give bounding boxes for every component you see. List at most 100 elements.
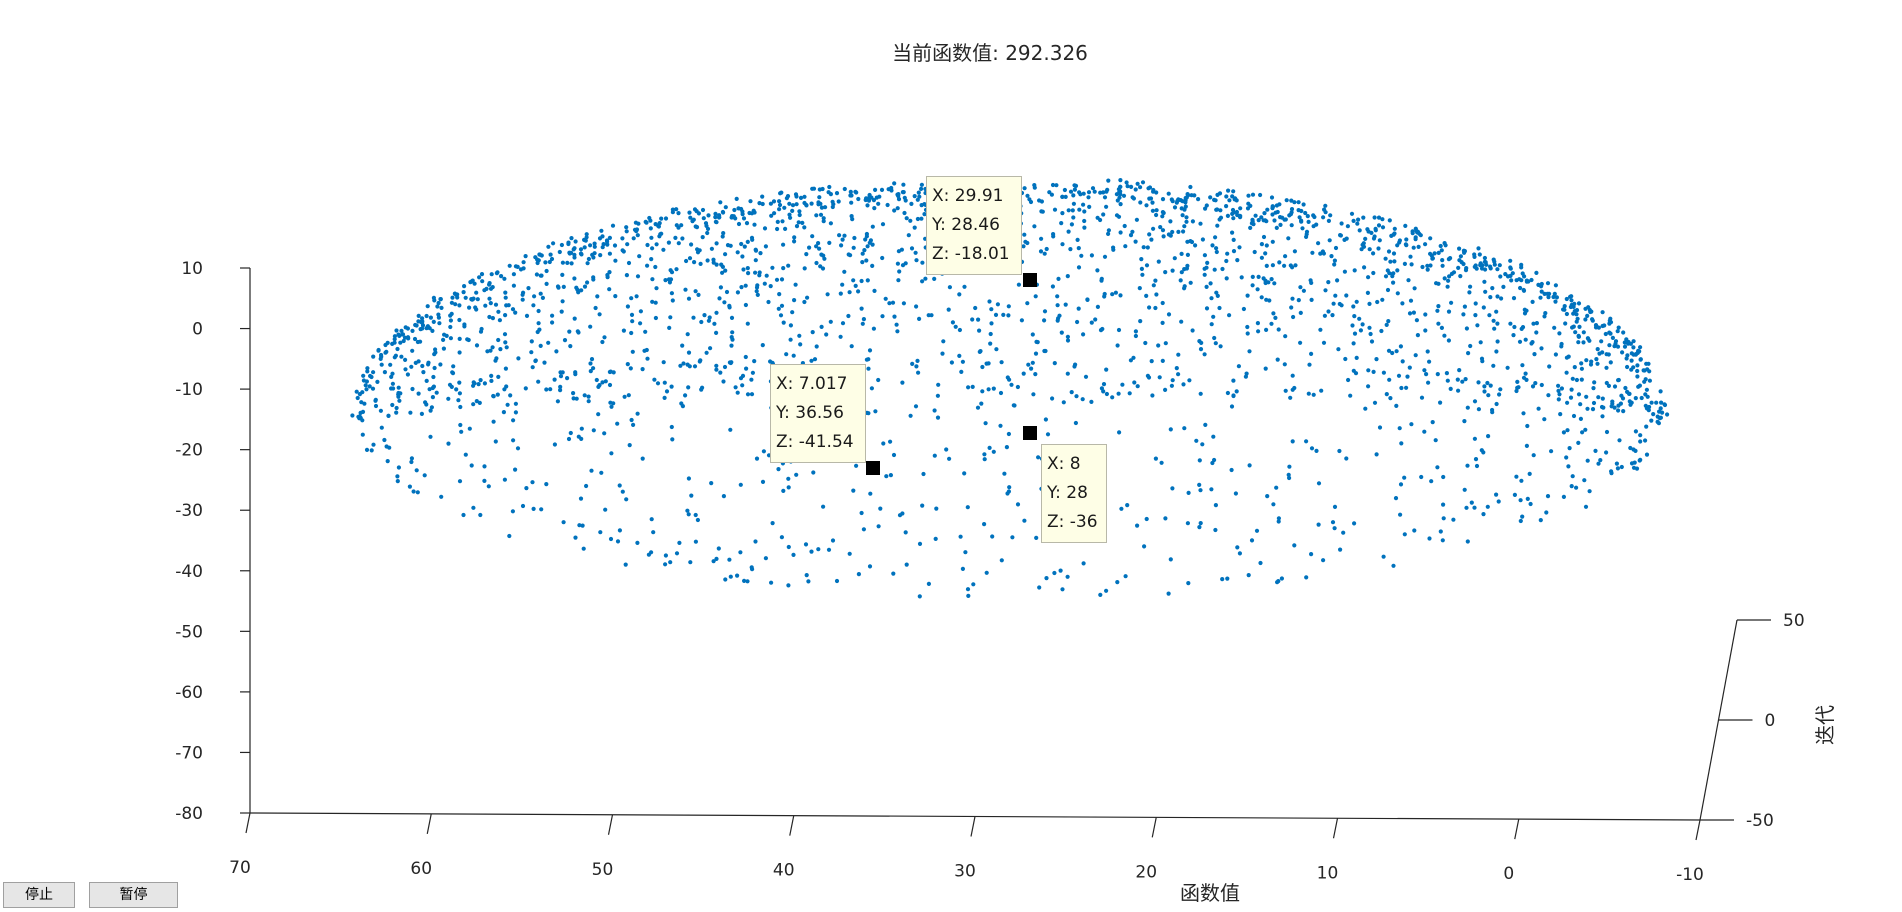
scatter-point bbox=[778, 191, 783, 196]
scatter-point bbox=[777, 199, 782, 204]
scatter-point bbox=[1508, 321, 1513, 326]
scatter-point bbox=[1289, 305, 1294, 310]
scatter-point bbox=[1269, 195, 1275, 200]
scatter-point bbox=[513, 401, 519, 406]
scatter-point bbox=[1114, 213, 1120, 218]
scatter-point bbox=[649, 550, 654, 555]
scatter-point bbox=[456, 398, 461, 403]
scatter-point bbox=[1220, 577, 1225, 582]
datatip-3[interactable]: X: 8 Y: 28 Z: -36 bbox=[1041, 444, 1107, 543]
scatter-point bbox=[625, 304, 631, 309]
scatter-point bbox=[1490, 407, 1495, 413]
scatter-point bbox=[502, 477, 507, 482]
scatter-point bbox=[1224, 258, 1229, 264]
scatter-point bbox=[794, 202, 799, 207]
scatter-point bbox=[1440, 258, 1445, 263]
scatter-point bbox=[462, 284, 467, 289]
scatter-point bbox=[573, 370, 578, 375]
scatter-point bbox=[1482, 384, 1487, 389]
scatter-point bbox=[1250, 217, 1255, 222]
scatter-point bbox=[936, 382, 941, 387]
scatter-point bbox=[1408, 298, 1414, 303]
scatter-point bbox=[1292, 385, 1297, 391]
scatter-point bbox=[1077, 207, 1082, 212]
scatter-point bbox=[1608, 360, 1613, 365]
scatter-point bbox=[1212, 335, 1217, 341]
scatter-point bbox=[1290, 265, 1295, 270]
scatter-point bbox=[390, 381, 395, 386]
scatter-point bbox=[1497, 392, 1502, 397]
datatip-marker-1[interactable] bbox=[1023, 273, 1037, 287]
scatter-point bbox=[901, 301, 907, 306]
scatter-point bbox=[1210, 460, 1215, 466]
datatip-3-z: Z: -36 bbox=[1047, 512, 1098, 532]
scatter-point bbox=[716, 546, 721, 551]
scatter-point bbox=[1054, 183, 1059, 188]
scatter-point bbox=[589, 468, 594, 473]
scatter-point bbox=[360, 409, 366, 414]
scatter-point bbox=[394, 328, 399, 333]
scatter-point bbox=[414, 468, 419, 473]
scatter-point bbox=[1141, 245, 1146, 250]
scatter-point bbox=[1198, 391, 1203, 396]
scatter-point bbox=[531, 303, 536, 308]
scatter-point bbox=[1188, 280, 1193, 285]
scatter-point bbox=[513, 410, 519, 415]
scatter-point bbox=[1642, 379, 1647, 384]
scatter-point bbox=[1174, 366, 1179, 371]
scatter-point bbox=[917, 316, 922, 321]
scatter-point bbox=[1070, 208, 1075, 213]
scatter-point bbox=[1558, 412, 1563, 417]
scatter-point bbox=[1133, 239, 1138, 244]
scatter-point bbox=[1578, 416, 1583, 421]
scatter-point bbox=[1138, 200, 1143, 205]
scatter-point bbox=[1287, 464, 1292, 469]
scatter-point bbox=[662, 395, 667, 400]
scatter-point bbox=[1345, 224, 1350, 229]
scatter-point bbox=[962, 284, 967, 289]
pause-button[interactable]: 暂停 bbox=[89, 882, 178, 908]
scatter-point bbox=[676, 241, 681, 246]
scatter-point bbox=[1343, 356, 1348, 362]
scatter-point bbox=[1631, 339, 1636, 344]
scatter-point bbox=[1125, 503, 1130, 508]
scatter-point bbox=[640, 367, 645, 372]
scatter-point bbox=[1515, 379, 1520, 384]
scatter-point bbox=[1034, 535, 1039, 541]
scatter-point bbox=[1582, 478, 1587, 483]
datatip-marker-3[interactable] bbox=[1023, 426, 1037, 440]
scatter-point bbox=[1239, 275, 1244, 280]
scatter-point bbox=[1561, 494, 1566, 499]
datatip-1[interactable]: X: 29.91 Y: 28.46 Z: -18.01 bbox=[926, 176, 1022, 275]
scatter-point bbox=[1277, 260, 1282, 265]
stop-button[interactable]: 停止 bbox=[3, 882, 75, 908]
scatter-point bbox=[1505, 274, 1511, 279]
datatip-marker-2[interactable] bbox=[866, 461, 880, 475]
scatter-point bbox=[1068, 247, 1073, 252]
scatter-point bbox=[1465, 463, 1470, 468]
scatter-point bbox=[668, 315, 673, 320]
scatter-point bbox=[420, 363, 425, 369]
scatter-point bbox=[400, 332, 405, 337]
scatter-point bbox=[1256, 274, 1261, 279]
scatter-point bbox=[757, 270, 762, 275]
scatter-point bbox=[1387, 377, 1392, 382]
scatter-point bbox=[577, 523, 582, 528]
scatter-point bbox=[752, 359, 757, 364]
scatter-point bbox=[489, 272, 494, 277]
scatter-point bbox=[1566, 464, 1571, 469]
datatip-2[interactable]: X: 7.017 Y: 36.56 Z: -41.54 bbox=[770, 364, 866, 463]
scatter-point bbox=[416, 313, 421, 318]
scatter-point bbox=[797, 209, 802, 214]
scatter-point bbox=[849, 200, 854, 205]
scatter-point bbox=[569, 261, 574, 266]
scatter-point bbox=[1298, 340, 1303, 345]
scatter-point bbox=[496, 309, 501, 314]
scatter-point bbox=[526, 286, 531, 291]
scatter-point bbox=[1156, 343, 1161, 348]
scatter-point bbox=[693, 539, 699, 544]
scatter-point bbox=[1631, 345, 1636, 350]
scatter-point bbox=[720, 264, 726, 269]
scatter-point bbox=[1261, 276, 1266, 281]
